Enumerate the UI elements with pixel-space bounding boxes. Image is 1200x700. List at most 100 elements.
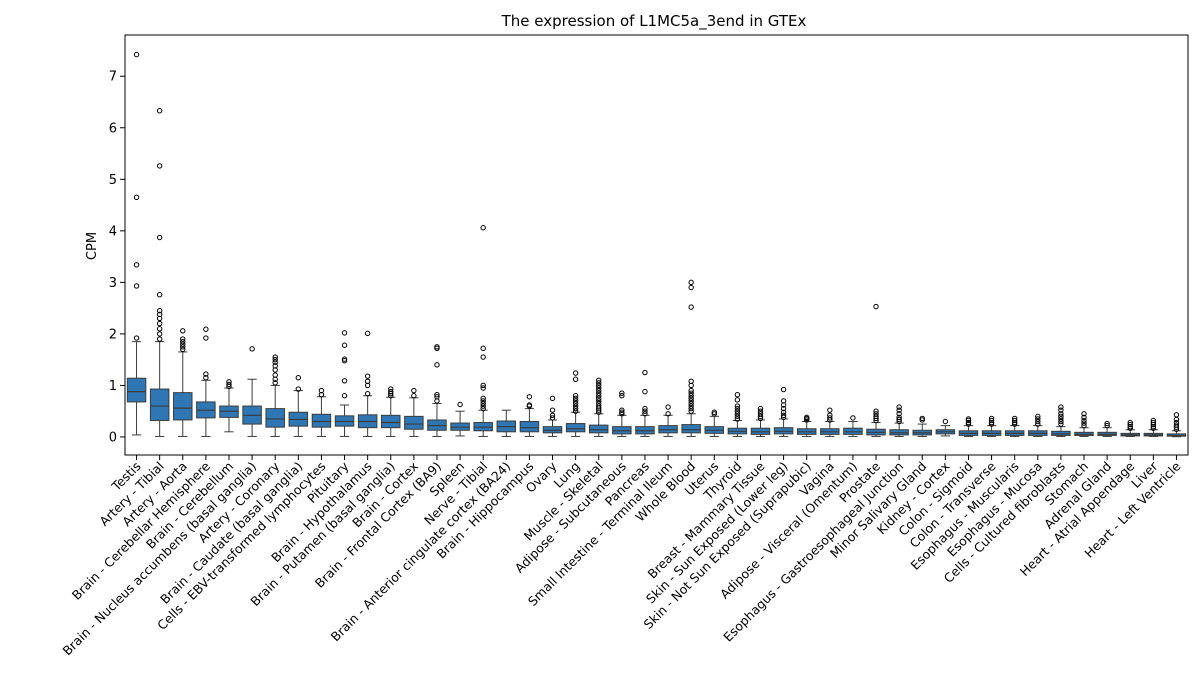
box-group	[1143, 417, 1164, 437]
outlier-point	[549, 407, 556, 413]
box-group	[126, 51, 147, 436]
outlier-point	[688, 398, 694, 404]
box	[588, 424, 609, 434]
outlier-point	[156, 292, 163, 298]
outlier-point	[457, 401, 463, 408]
box-group	[727, 392, 748, 437]
outlier-point	[780, 386, 787, 393]
outlier-point	[988, 415, 995, 422]
outlier-point	[1127, 419, 1133, 426]
outlier-point	[572, 398, 579, 404]
outlier-point	[572, 393, 579, 399]
outlier-point	[596, 400, 602, 407]
outlier-point	[688, 400, 694, 407]
outlier-point	[364, 378, 371, 385]
box-group	[843, 415, 863, 437]
outlier-point	[549, 415, 556, 421]
outlier-point	[896, 407, 902, 413]
outlier-point	[156, 163, 163, 169]
box	[311, 413, 332, 428]
outlier-point	[1150, 419, 1157, 426]
outlier-point	[596, 398, 602, 404]
box-group	[357, 330, 378, 437]
box-group	[588, 377, 609, 437]
outlier-point	[295, 386, 302, 392]
box-group	[311, 387, 332, 437]
outlier-point	[1081, 422, 1087, 429]
outlier-point	[942, 418, 949, 425]
outlier-point	[1011, 417, 1018, 424]
outlier-point	[1035, 418, 1041, 425]
outlier-point	[133, 262, 140, 268]
outlier-point	[203, 371, 209, 377]
outlier-point	[272, 356, 278, 363]
outlier-point	[711, 409, 717, 415]
box-group	[473, 225, 493, 437]
outlier-point	[596, 380, 602, 386]
outlier-point	[780, 409, 787, 415]
box-group	[565, 370, 586, 437]
outlier-point	[156, 326, 163, 332]
outlier-point	[757, 411, 764, 417]
box-group	[173, 328, 193, 437]
outlier-point	[757, 405, 764, 412]
outlier-point	[549, 395, 556, 402]
box	[265, 408, 285, 428]
outlier-point	[827, 407, 833, 413]
outlier-point	[919, 415, 925, 422]
outlier-point	[480, 405, 486, 412]
box-group	[1120, 419, 1140, 437]
box-group	[796, 414, 817, 437]
box-group	[635, 369, 655, 437]
box-group	[658, 404, 678, 437]
box-group	[612, 390, 632, 437]
box	[173, 392, 193, 421]
outlier-point	[480, 382, 486, 389]
outlier-point	[1081, 414, 1087, 421]
outlier-point	[596, 390, 602, 396]
outlier-point	[156, 311, 163, 318]
box-group	[450, 401, 470, 437]
outlier-point	[1058, 411, 1064, 417]
outlier-point	[411, 387, 417, 394]
outlier-point	[226, 379, 232, 385]
outlier-point	[688, 378, 694, 385]
outlier-point	[480, 345, 486, 352]
outlier-point	[203, 335, 209, 341]
box-group	[1074, 411, 1094, 437]
outlier-point	[804, 414, 810, 421]
box-group	[288, 374, 309, 437]
outlier-point	[896, 411, 902, 417]
box	[404, 415, 424, 430]
outlier-point	[873, 411, 879, 417]
box	[565, 423, 586, 433]
outlier-point	[1058, 407, 1064, 413]
outlier-point	[780, 412, 787, 419]
box-group	[1028, 413, 1048, 437]
outlier-point	[364, 390, 371, 397]
outlier-point	[572, 400, 579, 407]
outlier-point	[688, 395, 694, 402]
outlier-point	[780, 414, 787, 421]
plot-frame	[124, 34, 1189, 456]
outlier-point	[1058, 421, 1064, 427]
outlier-point	[226, 381, 232, 388]
box-group	[219, 379, 239, 433]
box-group	[427, 344, 447, 437]
outlier-point	[480, 400, 486, 407]
outlier-point	[596, 395, 602, 402]
outlier-point	[827, 412, 833, 419]
box-group	[519, 394, 540, 437]
y-tick-label: 2	[109, 327, 117, 342]
outlier-point	[341, 393, 348, 399]
outlier-point	[480, 398, 486, 404]
box-group	[681, 279, 701, 437]
outlier-point	[619, 409, 625, 415]
box-group	[242, 346, 262, 437]
outlier-point	[180, 346, 186, 353]
outlier-point	[619, 393, 625, 399]
outlier-point	[572, 376, 579, 382]
outlier-point	[364, 373, 371, 379]
outlier-point	[688, 393, 694, 399]
